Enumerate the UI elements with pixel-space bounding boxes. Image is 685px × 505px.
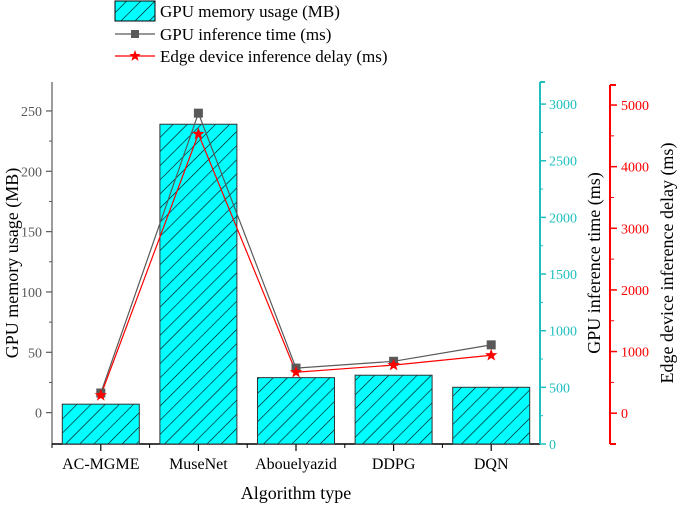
gpu-time-tick-label: 1000 [549,325,577,340]
x-tick-label: Abouelyazid [255,456,337,473]
left-tick-label: 150 [21,226,42,241]
edge-delay-axis-ticks: 0 1000 2000 3000 4000 5000 [610,99,649,422]
bar-gpu-memory-musenet [159,123,238,445]
point-gpu-time-musenet [193,108,203,118]
edge-delay-axis-title: Edge device inference delay (ms) [657,143,678,384]
gpu-time-tick-label: 2500 [549,155,577,170]
legend-entry-gpu-time: GPU inference time (ms) [115,25,331,44]
edge-delay-tick-label: 0 [621,407,628,422]
bar-gpu-memory-dqn [452,386,531,445]
x-tick-label: MuseNet [169,456,228,473]
x-axis-title: Algorithm type [241,483,352,503]
gpu-time-tick-label: 1500 [549,268,577,283]
gpu-time-tick-label: 0 [549,438,556,453]
point-gpu-time-dqn [486,340,496,350]
gpu-time-axis-title: GPU inference time (ms) [584,172,605,353]
point-edge-delay-ac-mgme [94,388,107,401]
lines [94,108,498,401]
bar-gpu-memory-ac-mgme [61,403,140,445]
gpu-time-axis-ticks: 0 500 1000 1500 2000 2500 3000 [540,98,577,453]
gpu-time-tick-label: 2000 [549,211,577,226]
gpu-time-tick-label: 500 [549,381,570,396]
legend-swatch-bar [114,0,156,22]
x-tick-label: AC-MGME [62,456,139,473]
legend-entry-memory: GPU memory usage (MB) [114,0,340,22]
left-axis-ticks: 0 50 100 150 200 250 [21,105,52,422]
legend: GPU memory usage (MB) GPU inference time… [114,0,388,66]
bar-gpu-memory-abouelyazid [257,377,335,445]
legend-entry-edge-delay: Edge device inference delay (ms) [115,47,388,66]
legend-marker-star [129,50,141,61]
point-edge-delay-musenet [192,127,205,140]
legend-label-edge-delay: Edge device inference delay (ms) [160,47,388,66]
left-tick-label: 0 [35,407,42,422]
bar-gpu-memory-ddpg [354,374,433,445]
edge-delay-tick-label: 5000 [621,99,649,114]
legend-label-gpu-time: GPU inference time (ms) [160,25,331,44]
left-tick-label: 200 [21,165,42,180]
legend-marker-square [131,30,139,38]
point-edge-delay-abouelyazid [289,365,303,378]
x-tick-label: DDPG [372,456,416,473]
left-tick-label: 50 [28,346,42,361]
line-gpu-inference-time [100,111,492,394]
edge-delay-tick-label: 1000 [621,346,649,361]
edge-delay-tick-label: 4000 [621,161,649,176]
x-tick-label: DQN [474,456,509,473]
legend-label-memory: GPU memory usage (MB) [160,2,340,21]
edge-delay-tick-label: 2000 [621,284,649,299]
gpu-time-tick-label: 3000 [549,98,577,113]
edge-delay-tick-label: 3000 [621,222,649,237]
left-tick-label: 250 [21,105,42,120]
x-axis-ticks: AC-MGME MuseNet Abouelyazid DDPG DQN [51,444,509,473]
left-tick-label: 100 [21,286,42,301]
left-axis-title: GPU memory usage (MB) [2,168,23,358]
bars [61,123,531,445]
point-edge-delay-ddpg [387,358,400,371]
point-edge-delay-dqn [485,348,498,361]
line-edge-delay [100,132,492,396]
